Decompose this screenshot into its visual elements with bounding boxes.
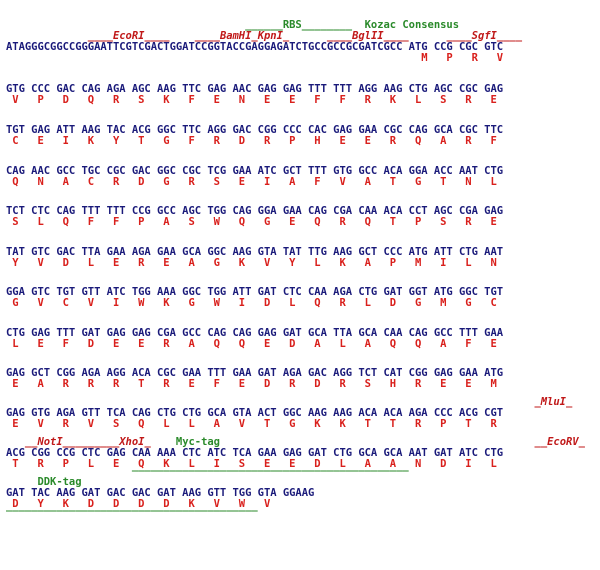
dna-row-1: GTG CCC GAC CAG AGA AGC AAG TTC GAG AAC … bbox=[6, 83, 504, 95]
kozac-consensus-label: Kozac Consensus bbox=[364, 19, 459, 31]
aa-row-11: D Y K D D D D K V W V bbox=[6, 498, 271, 510]
aa-row-10: T R P L E Q K L I S E E D L A A N D I L bbox=[6, 458, 497, 470]
dna-row-3: CAG AAC GCC TGC CGC GAC GGC CGC TCG GAA … bbox=[6, 165, 504, 177]
dna-row-2: TGT GAG ATT AAG TAC ACG GGC TTC AGG GAC … bbox=[6, 124, 504, 136]
header-annotation-line-1: ______RBS________ Kozac Consensus bbox=[6, 19, 459, 31]
ddk-tag-underline: ________________________________________ bbox=[6, 500, 258, 512]
aa-row-1: V P D Q R S K F E N E E F F R K L S R E bbox=[6, 94, 497, 106]
myc-tag-label: Myc-tag bbox=[175, 436, 220, 448]
ddk-tag-label: DDK-tag bbox=[37, 476, 82, 488]
aa-row-9: E V R V S Q L L A V T G K K T T R P T R bbox=[6, 418, 497, 430]
dna-row-7: CTG GAG TTT GAT GAG GAG CGA GCC CAG CAG … bbox=[6, 327, 504, 339]
mlui-label: MluI bbox=[540, 396, 566, 408]
ecorv-label: EcoRV bbox=[547, 436, 579, 448]
xhoi-label: XhoI bbox=[119, 436, 145, 448]
aa-row-5: Y V D L E R E A G K V Y L K A P M I L N bbox=[6, 257, 497, 269]
sgfi-label: SgfI bbox=[471, 30, 497, 42]
bglii-label: BglII bbox=[352, 30, 384, 42]
rbs-label: RBS bbox=[282, 19, 302, 31]
noti-xhoi-annotation-line: __NotI_________XhoI_ Myc-tag __EcoRV_ bbox=[6, 436, 585, 448]
aa-row-8: E A R R R T R E F E D R D R S H R E E M bbox=[6, 378, 497, 390]
aa-row-3: Q N A C R D G R S E I A F V A T G T N L bbox=[6, 176, 497, 188]
bamhi-label: BamHI bbox=[219, 30, 252, 42]
mlui-annotation-line: _MluI_ bbox=[6, 396, 573, 408]
header-dna-line: ATAGGGCGGCCGGGAATTCGTCGACTGGATCCGGTACCGA… bbox=[6, 41, 504, 53]
dna-row-11: GAT TAC AAG GAT GAC GAC GAT AAG GTT TGG … bbox=[6, 487, 315, 499]
aa-row-2: C E I K Y T G F R D R P H E E R Q A R F bbox=[6, 135, 497, 147]
dna-row-9: GAG GTG AGA GTT TCA CAG CTG CTG GCA GTA … bbox=[6, 407, 504, 419]
dna-row-10: ACG CGG CCG CTC GAG CAA AAA CTC ATC TCA … bbox=[6, 447, 504, 459]
noti-label: NotI bbox=[37, 436, 63, 448]
myc-tag-underline: ________________________________________… bbox=[6, 460, 409, 472]
aa-row-4: S L Q F F P A S W Q G E Q R Q T P S R E bbox=[6, 216, 497, 228]
header-aa-translation: M P R V bbox=[421, 52, 504, 64]
aa-row-6: G V C V I W K G W I D L Q R L D G M G C bbox=[6, 297, 497, 309]
dna-row-4: TCT CTC CAG TTT TTT CCG GCC AGC TGG CAG … bbox=[6, 205, 504, 217]
aa-row-7: L E F D E E R A Q Q E D A L A Q Q A F E bbox=[6, 338, 497, 350]
header-aa-line: M P R V bbox=[6, 53, 503, 64]
dna-row-8: GAG GCT CGG AGA AGG ACA CGC GAA TTT GAA … bbox=[6, 367, 504, 379]
ecori-label: EcoRI bbox=[112, 30, 145, 42]
dna-row-5: TAT GTC GAC TTA GAA AGA GAA GCA GGC AAG … bbox=[6, 246, 504, 258]
ddk-annotation-line: DDK-tag bbox=[6, 476, 82, 488]
header-annotation-line-2: ____EcoRI____ ____BamHI_KpnI_ ____BglII_… bbox=[6, 30, 522, 42]
kpni-label: KpnI bbox=[257, 30, 283, 42]
dna-row-6: GGA GTC TGT GTT ATC TGG AAA GGC TGG ATT … bbox=[6, 286, 504, 298]
